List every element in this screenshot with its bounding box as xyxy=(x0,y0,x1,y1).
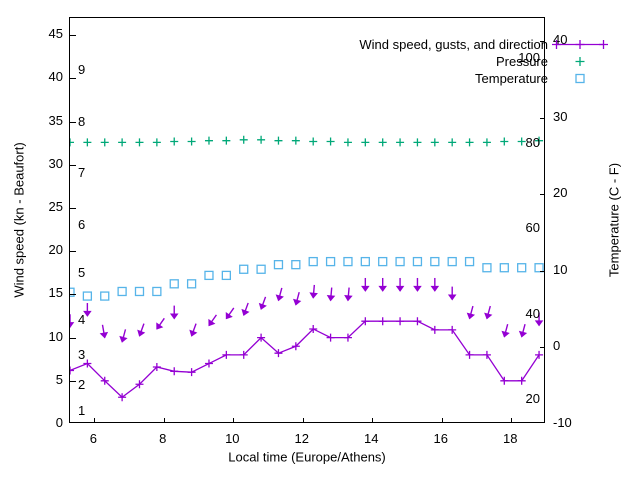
y2-axis-title: Temperature (C - F) xyxy=(606,162,622,278)
beaufort-scale-label: 6 xyxy=(78,217,86,233)
x-tick-label: 16 xyxy=(433,431,448,446)
fahrenheit-scale-label: 100 xyxy=(518,49,540,65)
plot-series-layer xyxy=(70,135,544,402)
legend-key-plus xyxy=(552,53,608,70)
tick-mark xyxy=(540,347,544,349)
tick-mark xyxy=(70,121,76,123)
tick-mark xyxy=(372,418,374,422)
beaufort-scale-label: 7 xyxy=(78,165,86,181)
x-axis-title: Local time (Europe/Athens) xyxy=(228,449,386,465)
tick-mark xyxy=(540,194,544,196)
tick-mark xyxy=(540,40,544,42)
y-tick-label: 0 xyxy=(55,415,63,430)
fahrenheit-scale-label: 80 xyxy=(525,134,540,150)
legend-label: Wind speed, gusts, and direction xyxy=(359,37,548,52)
y2-tick-label: 30 xyxy=(553,108,568,124)
fahrenheit-scale-label: 20 xyxy=(525,390,540,406)
legend-label: Temperature xyxy=(475,71,548,86)
fahrenheit-scale-label: 40 xyxy=(525,305,540,321)
y-tick-label: 40 xyxy=(48,69,63,85)
y-tick-label: 5 xyxy=(55,371,63,387)
x-tick-label: 14 xyxy=(364,431,379,446)
tick-mark xyxy=(70,380,76,382)
legend-label: Pressure xyxy=(495,54,548,69)
tick-mark xyxy=(70,164,76,166)
legend-key-square xyxy=(552,70,608,87)
y-tick-label: 30 xyxy=(48,155,63,171)
y-tick-label: 15 xyxy=(48,285,63,301)
legend: Wind speed, gusts, and direction Pressure… xyxy=(298,36,608,88)
beaufort-scale-label: 3 xyxy=(78,346,86,362)
y2-tick-label: 0 xyxy=(553,338,561,354)
tick-mark xyxy=(302,418,304,422)
series-2 xyxy=(70,135,544,147)
tick-mark xyxy=(540,270,544,272)
beaufort-scale-label: 9 xyxy=(78,61,86,77)
beaufort-scale-label: 8 xyxy=(78,113,86,129)
x-tick-label: 8 xyxy=(159,431,167,446)
x-tick-label: 6 xyxy=(89,431,97,446)
legend-key-line-plus xyxy=(552,36,608,53)
y-tick-label: 25 xyxy=(48,199,63,215)
plot-area: 1 2 3 4 5 6 7 8 9 20 40 60 80 100 Wind speed, gusts, … xyxy=(69,17,608,423)
tick-mark xyxy=(233,418,235,422)
y-tick-label: 10 xyxy=(48,328,63,344)
series-1 xyxy=(70,277,544,343)
beaufort-scale-label: 4 xyxy=(78,312,86,328)
tick-mark xyxy=(94,418,96,422)
beaufort-scale-label: 1 xyxy=(78,403,86,419)
tick-mark xyxy=(511,418,513,422)
x-tick-label: 12 xyxy=(294,431,310,446)
tick-mark xyxy=(540,117,544,119)
beaufort-scale-label: 2 xyxy=(78,377,86,393)
tick-mark xyxy=(70,294,76,296)
y-tick-label: 35 xyxy=(48,112,63,128)
y-tick-label: 45 xyxy=(48,26,63,42)
series-3 xyxy=(70,256,544,301)
tick-mark xyxy=(441,418,443,422)
tick-mark xyxy=(163,418,165,422)
beaufort-scale-label: 5 xyxy=(78,264,86,280)
x-tick-label: 10 xyxy=(225,431,240,446)
series-0 xyxy=(70,317,544,402)
tick-mark xyxy=(70,208,76,210)
y-tick-label: 20 xyxy=(48,242,63,258)
y2-tick-label: -10 xyxy=(553,415,572,430)
tick-mark xyxy=(70,78,76,80)
tick-mark xyxy=(70,35,76,37)
fahrenheit-scale-label: 60 xyxy=(525,219,540,235)
y2-tick-label: 10 xyxy=(553,261,568,277)
tick-mark xyxy=(70,251,76,253)
x-tick-label: 18 xyxy=(503,431,518,446)
y2-tick-label: 20 xyxy=(553,185,568,201)
tick-mark xyxy=(70,337,76,339)
